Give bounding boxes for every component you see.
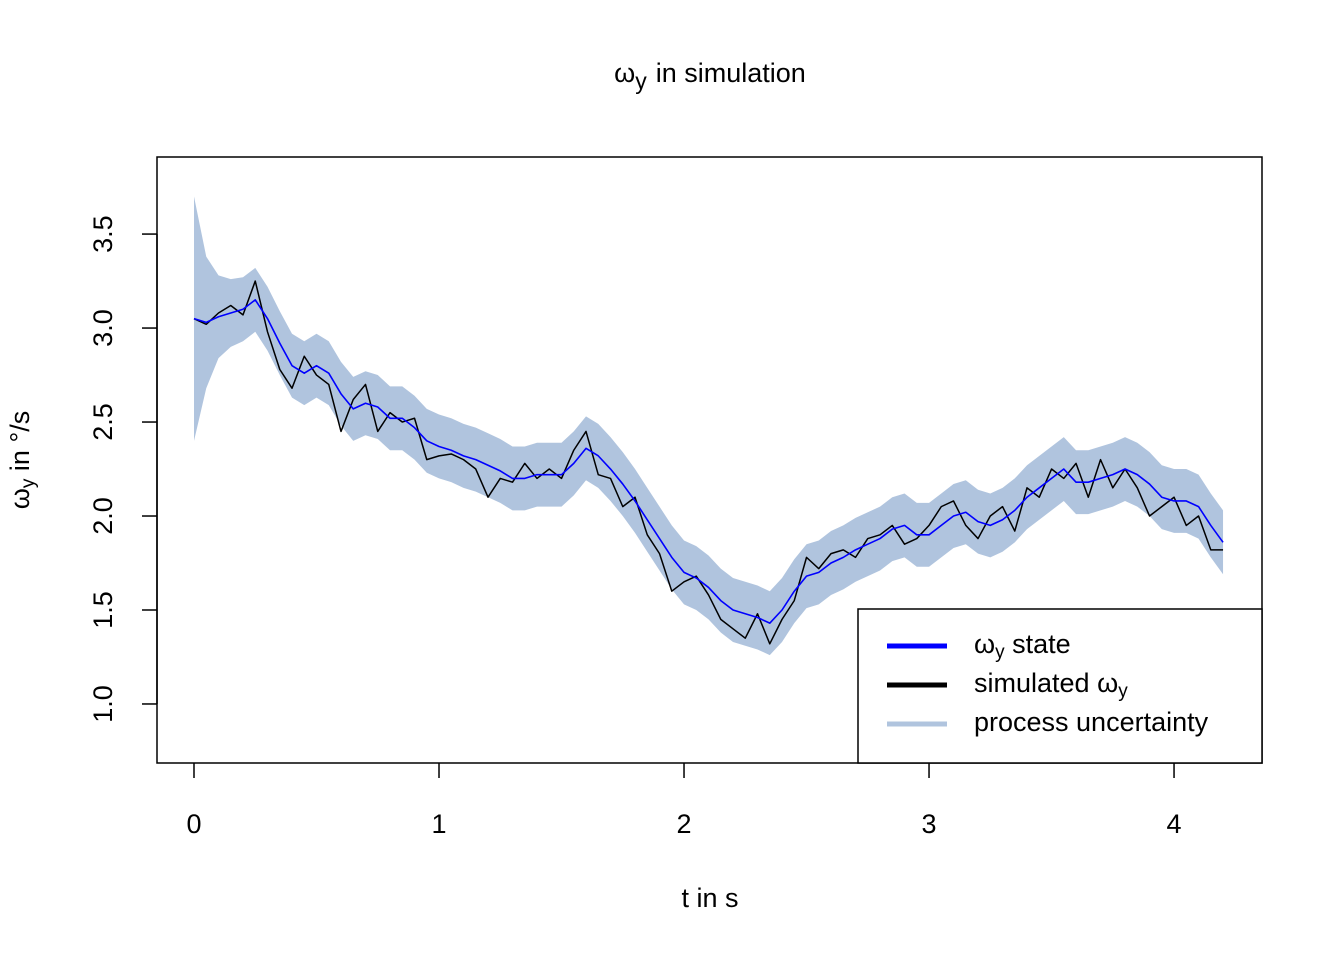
legend-label-part: ω — [974, 629, 995, 659]
series-line — [193, 299, 1224, 624]
x-tick-label: 2 — [677, 809, 692, 839]
legend-label-part: state — [1012, 629, 1071, 659]
y-tick-label: 1.5 — [88, 591, 118, 629]
chart-title: ωy in simulation — [614, 58, 806, 94]
x-axis-label: t in s — [681, 883, 738, 913]
legend-label: ωy state — [974, 629, 1071, 663]
legend-label-part: ω — [1097, 668, 1118, 698]
y-tick-label: 3.0 — [88, 309, 118, 347]
y-axis-label-part: in °/s — [5, 411, 35, 471]
x-tick-label: 3 — [922, 809, 937, 839]
series-line — [193, 280, 1224, 645]
legend-label-part: simulated — [974, 668, 1090, 698]
y-axis-label-part: y — [18, 478, 39, 488]
legend-label: simulated ωy — [974, 668, 1128, 702]
y-axis-label: ωy in °/s — [5, 411, 39, 509]
x-tick-label: 0 — [186, 809, 201, 839]
y-tick-label: 2.0 — [88, 497, 118, 535]
x-tick-label: 4 — [1167, 809, 1182, 839]
uncertainty-band — [194, 196, 1224, 656]
legend-label: process uncertainty — [974, 707, 1209, 737]
chart-title-part: y — [635, 68, 647, 94]
x-tick-label: 1 — [431, 809, 446, 839]
chart-title-part: ω — [614, 58, 635, 88]
legend-label-part: y — [1118, 681, 1128, 702]
y-axis-label-part: ω — [5, 488, 35, 509]
chart-title-part: in simulation — [656, 58, 806, 88]
y-tick-label: 3.5 — [88, 215, 118, 253]
y-tick-label: 1.0 — [88, 685, 118, 723]
y-tick-label: 2.5 — [88, 403, 118, 441]
legend-label-part: y — [995, 642, 1005, 663]
